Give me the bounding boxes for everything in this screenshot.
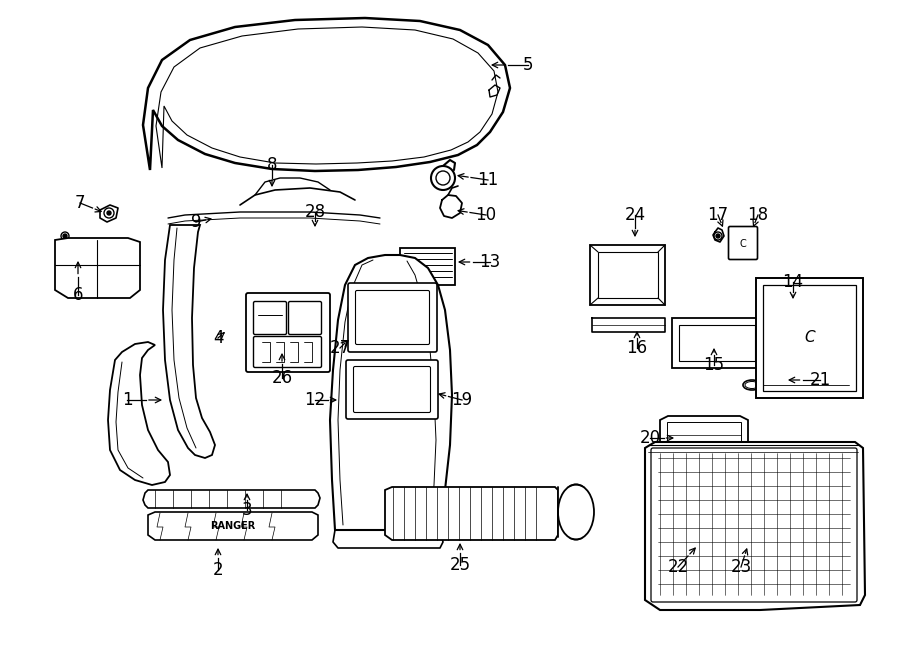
Ellipse shape xyxy=(771,381,785,389)
Text: 19: 19 xyxy=(452,391,472,409)
Text: 16: 16 xyxy=(626,339,648,357)
FancyBboxPatch shape xyxy=(254,301,286,334)
Text: 3: 3 xyxy=(242,501,252,519)
Polygon shape xyxy=(330,255,452,530)
Text: 28: 28 xyxy=(304,203,326,221)
Text: 9: 9 xyxy=(191,213,202,231)
Text: 4: 4 xyxy=(212,329,223,347)
Polygon shape xyxy=(385,487,558,540)
Text: 20: 20 xyxy=(639,429,661,447)
Bar xyxy=(679,325,755,361)
Polygon shape xyxy=(163,225,215,458)
FancyBboxPatch shape xyxy=(289,301,321,334)
Text: 12: 12 xyxy=(304,391,326,409)
Text: 18: 18 xyxy=(747,206,769,224)
Text: 11: 11 xyxy=(477,171,499,189)
Polygon shape xyxy=(108,342,170,485)
FancyBboxPatch shape xyxy=(246,293,330,372)
Text: C: C xyxy=(740,239,746,249)
FancyBboxPatch shape xyxy=(354,366,430,412)
Polygon shape xyxy=(143,490,320,508)
FancyBboxPatch shape xyxy=(728,227,758,260)
Circle shape xyxy=(716,234,720,238)
Polygon shape xyxy=(148,512,318,540)
FancyBboxPatch shape xyxy=(254,336,321,368)
Text: 15: 15 xyxy=(704,356,725,374)
Text: 27: 27 xyxy=(329,339,351,357)
Text: 25: 25 xyxy=(449,556,471,574)
Text: 8: 8 xyxy=(266,156,277,174)
Polygon shape xyxy=(660,416,748,460)
Bar xyxy=(763,285,856,391)
Text: 6: 6 xyxy=(73,286,83,304)
Polygon shape xyxy=(598,252,658,298)
Ellipse shape xyxy=(743,380,761,390)
FancyBboxPatch shape xyxy=(356,290,429,344)
Bar xyxy=(672,318,762,368)
Text: 26: 26 xyxy=(272,369,292,387)
Bar xyxy=(667,422,741,454)
Text: 14: 14 xyxy=(782,273,804,291)
Text: 17: 17 xyxy=(707,206,729,224)
Text: 2: 2 xyxy=(212,561,223,579)
Text: 13: 13 xyxy=(480,253,500,271)
Circle shape xyxy=(107,211,111,215)
Polygon shape xyxy=(645,442,865,610)
Text: RANGER: RANGER xyxy=(211,521,256,531)
Polygon shape xyxy=(143,18,510,171)
Text: 7: 7 xyxy=(75,194,86,212)
Text: 23: 23 xyxy=(731,558,752,576)
Text: 10: 10 xyxy=(475,206,497,224)
Polygon shape xyxy=(590,245,665,305)
Bar xyxy=(756,278,863,398)
Bar xyxy=(400,248,455,285)
Text: C: C xyxy=(805,330,815,346)
Ellipse shape xyxy=(769,380,787,390)
Text: 24: 24 xyxy=(625,206,645,224)
Text: 22: 22 xyxy=(668,558,688,576)
Text: 1: 1 xyxy=(122,391,132,409)
Text: 5: 5 xyxy=(523,56,533,74)
Circle shape xyxy=(318,102,322,108)
Polygon shape xyxy=(55,238,140,298)
Ellipse shape xyxy=(745,381,759,389)
Circle shape xyxy=(63,234,67,238)
FancyBboxPatch shape xyxy=(346,360,438,419)
FancyBboxPatch shape xyxy=(348,283,437,352)
Text: 21: 21 xyxy=(809,371,831,389)
